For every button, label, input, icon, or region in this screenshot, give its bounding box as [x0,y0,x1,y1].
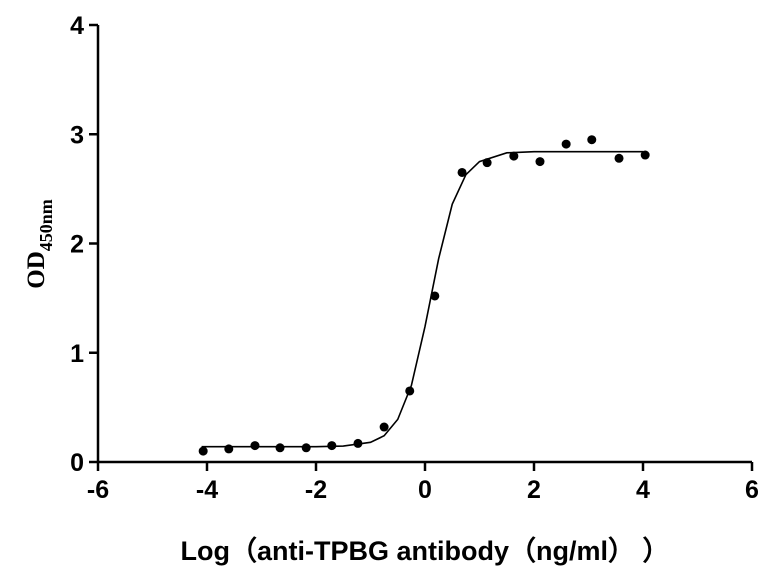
data-point [430,291,440,301]
data-point [587,135,597,145]
y-axis-title: OD450nm [23,199,56,289]
x-tick-label: 0 [418,476,432,504]
data-point [198,446,208,456]
data-point [535,157,545,167]
y-tick-label: 0 [70,449,84,477]
data-point [224,444,234,454]
data-point [509,151,519,161]
data-point [614,153,624,163]
data-point [275,443,285,453]
y-tick-label: 2 [70,231,84,259]
y-axis-title-sub: 450nm [36,199,56,251]
x-tick-label: 6 [745,476,759,504]
y-tick-label: 3 [70,121,84,149]
x-tick-label: -2 [305,476,327,504]
data-point [301,443,311,453]
y-axis-title-main: OD [23,251,50,289]
fit-curve [201,150,643,448]
data-point [250,441,260,451]
y-tick-label: 1 [70,340,84,368]
x-tick-label: -4 [196,476,218,504]
data-point [379,422,389,432]
x-tick-label: -6 [87,476,109,504]
data-point [457,167,467,177]
x-tick-label: 2 [527,476,541,504]
x-axis-title: Log（anti-TPBG antibody（ng/ml） ） [181,536,670,566]
data-point [640,150,650,160]
x-tick-label: 4 [636,476,650,504]
y-tick-label: 4 [70,12,84,40]
data-point [561,139,571,149]
